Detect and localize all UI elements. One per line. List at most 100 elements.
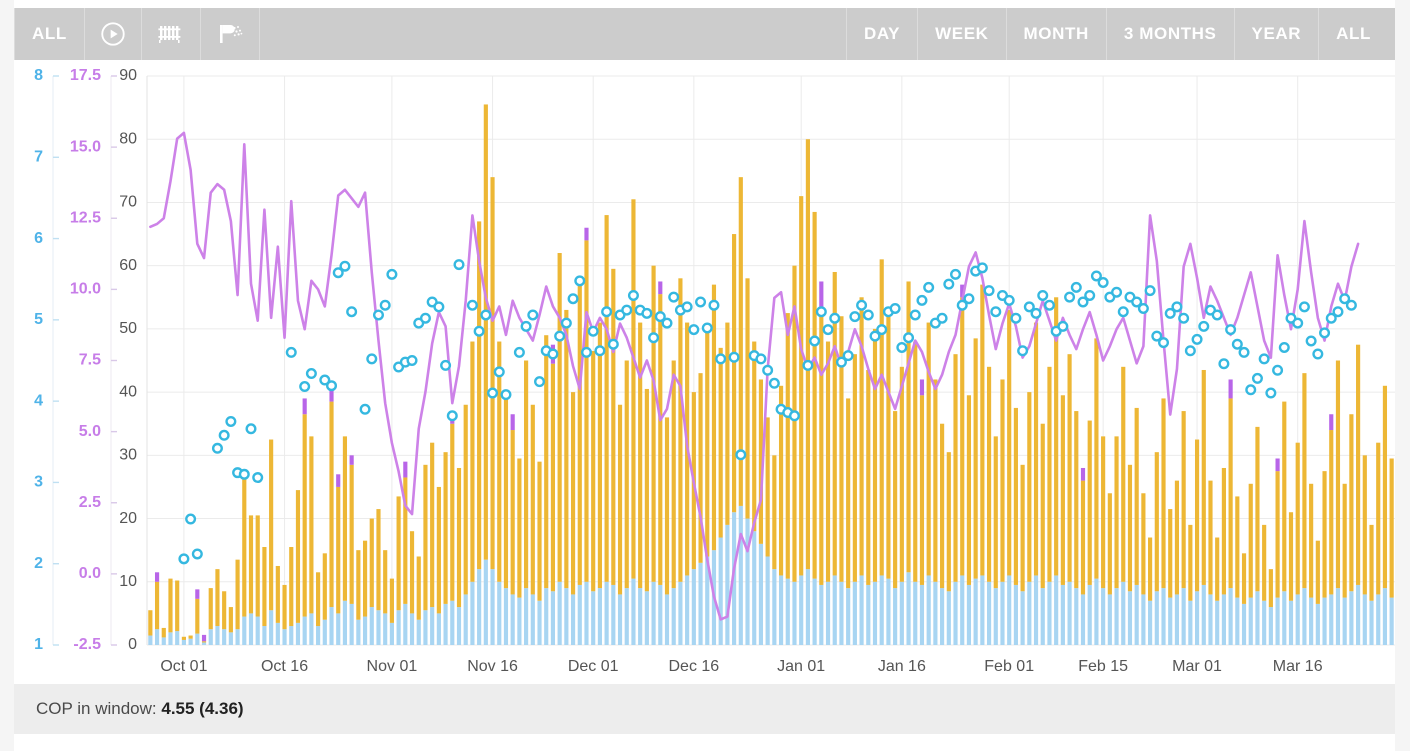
cop-marker	[1111, 286, 1123, 298]
bar-extra	[154, 572, 160, 582]
bar-hot-water	[329, 607, 334, 645]
bar-hot-water	[1007, 575, 1012, 645]
bar-hot-water	[1262, 600, 1267, 645]
cop-marker	[238, 468, 250, 480]
cop-marker	[487, 387, 499, 399]
bar-hot-water	[322, 619, 327, 645]
bar-heating	[966, 395, 972, 585]
cop-marker	[1319, 327, 1331, 339]
bar-heating	[537, 461, 542, 601]
temperature-tick-label: 15.0	[70, 138, 101, 155]
bar-heating	[416, 556, 421, 620]
toolbar: ALL	[14, 8, 1395, 60]
bar-hot-water	[799, 575, 804, 645]
cop-marker	[621, 304, 633, 316]
bar-hot-water	[1255, 591, 1260, 645]
temperature-tick-label: 17.5	[70, 67, 101, 84]
range-three-months-label: 3 MONTHS	[1123, 24, 1217, 43]
bar-heating	[530, 404, 535, 595]
play-circle-button[interactable]	[85, 8, 142, 60]
bar-heating	[1302, 373, 1307, 589]
range-day-button[interactable]: DAY	[845, 8, 917, 60]
bar-heating	[711, 284, 717, 551]
bar-hot-water	[1329, 594, 1334, 645]
heating-button[interactable]	[142, 8, 201, 60]
bar-heating	[1007, 309, 1012, 576]
bar-heating	[477, 221, 482, 570]
cop-marker	[1339, 293, 1351, 305]
bar-hot-water	[1181, 588, 1186, 645]
bar-heating	[1054, 297, 1059, 576]
bar-hot-water	[148, 635, 153, 645]
filter-all-button[interactable]: ALL	[14, 8, 85, 60]
temperature-tick-label: -2.5	[73, 636, 101, 653]
bar-heating	[1362, 455, 1367, 595]
bar-heating	[275, 565, 280, 623]
bar-heating	[342, 436, 348, 601]
cop-marker	[339, 260, 351, 272]
cop-marker	[1097, 276, 1109, 288]
bar-hot-water	[201, 642, 207, 645]
bar-hot-water	[510, 594, 515, 645]
bar-hot-water	[973, 578, 978, 645]
bar-heating	[1201, 369, 1206, 585]
bar-heating	[1181, 411, 1186, 589]
bar-hot-water	[732, 512, 737, 645]
range-three-months-button[interactable]: 3 MONTHS	[1105, 8, 1234, 60]
bar-hot-water	[866, 584, 871, 645]
cop-marker	[1090, 270, 1102, 282]
bar-heating	[1141, 493, 1146, 595]
cop-marker	[520, 320, 532, 332]
range-year-button[interactable]: YEAR	[1233, 8, 1319, 60]
cop-marker	[1184, 345, 1196, 357]
bar-hot-water	[906, 572, 911, 645]
cop-marker	[755, 353, 767, 365]
range-all-button[interactable]: ALL	[1318, 8, 1395, 60]
bar-hot-water	[1000, 581, 1005, 645]
cop-marker	[788, 410, 800, 422]
hot-water-button[interactable]	[201, 8, 260, 60]
cop-marker	[715, 353, 727, 365]
bar-hot-water	[1282, 591, 1287, 645]
bar-heating	[524, 360, 529, 589]
bar-heating	[1389, 458, 1394, 598]
range-week-button[interactable]: WEEK	[917, 8, 1005, 60]
bar-heating	[1060, 395, 1065, 585]
energy-cop-chart[interactable]: 908070605040302010017.515.012.510.07.55.…	[14, 60, 1395, 684]
cop-marker	[446, 410, 458, 422]
bar-extra	[201, 634, 207, 642]
bar-extra	[302, 398, 307, 415]
bar-hot-water	[651, 581, 656, 645]
bar-hot-water	[584, 581, 589, 645]
cop-marker	[466, 299, 478, 311]
cop-marker	[366, 353, 378, 365]
bar-heating	[1127, 464, 1133, 592]
range-month-label: MONTH	[1023, 24, 1089, 43]
bar-heating	[1188, 524, 1193, 601]
bar-heating	[725, 322, 730, 525]
bar-heating	[289, 547, 294, 627]
bar-extra	[195, 589, 200, 599]
bar-extra	[960, 284, 965, 298]
chart-panel: ALL	[14, 0, 1395, 751]
cop-marker	[1164, 307, 1176, 319]
cop-marker	[527, 309, 539, 321]
bar-extra	[403, 461, 408, 478]
cop-tick-label: 6	[34, 230, 43, 247]
bar-hot-water	[564, 588, 569, 645]
cop-marker	[554, 330, 566, 342]
cop-marker	[1064, 291, 1076, 303]
cop-marker	[889, 302, 901, 314]
bar-extra	[336, 474, 341, 487]
bar-hot-water	[430, 607, 435, 645]
cop-marker	[976, 262, 988, 274]
bar-heating	[550, 363, 556, 592]
cop-marker	[1198, 320, 1210, 332]
bar-hot-water	[1295, 594, 1300, 645]
cop-tick-label: 7	[34, 149, 43, 166]
bar-heating	[1255, 426, 1260, 592]
range-month-button[interactable]: MONTH	[1005, 8, 1106, 60]
bar-heating	[396, 496, 401, 611]
bar-heating	[1221, 467, 1226, 595]
bar-heating	[463, 404, 468, 595]
